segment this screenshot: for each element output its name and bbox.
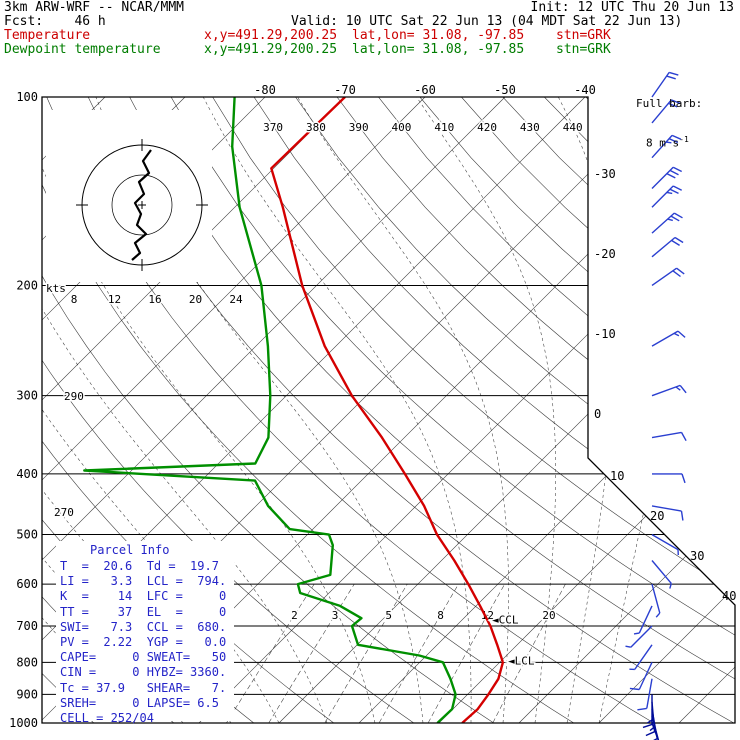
parcel-info-row: SWI= 7.3 CCL = 680. <box>60 619 227 634</box>
temperature-station: stn=GRK <box>556 28 611 43</box>
pressure-label: 100 <box>16 90 38 104</box>
dewpoint-latlon: lat,lon= 31.08, -97.85 <box>352 42 525 57</box>
init-time: Init: 12 UTC Thu 20 Jun 13 <box>530 0 735 15</box>
svg-text:2: 2 <box>291 609 298 622</box>
isotherm-label-right: 10 <box>610 469 624 483</box>
theta-label: 270 <box>54 506 74 519</box>
valid-time: Valid: 10 UTC Sat 22 Jun 13 (04 MDT Sat … <box>291 14 683 29</box>
theta-label: 440 <box>563 121 583 134</box>
pressure-label: 200 <box>16 278 38 292</box>
pressure-label: 800 <box>16 655 38 669</box>
isotherm-label-right: -10 <box>594 327 616 341</box>
isotherm-label-right: 20 <box>650 509 664 523</box>
hodograph-ring-inner <box>111 174 173 236</box>
parcel-info-row: TT = 37 EL = 0 <box>60 604 227 619</box>
temperature-xy: x,y=491.29,200.25 <box>204 28 338 43</box>
dewpoint-xy: x,y=491.29,200.25 <box>204 42 338 57</box>
parcel-info-row: LI = 3.3 LCL = 794. <box>60 574 227 589</box>
pressure-label: 900 <box>16 687 38 701</box>
pressure-label: 500 <box>16 528 38 542</box>
temperature-latlon: lat,lon= 31.08, -97.85 <box>352 28 525 43</box>
pressure-label: 300 <box>16 389 38 403</box>
parcel-info-row: SREH= 0 LAPSE= 6.5 <box>60 695 219 710</box>
isotherm-label-right: -30 <box>594 167 616 181</box>
hodograph <box>76 139 208 271</box>
parcel-cell-motion: CELL = 252/04 <box>60 711 154 726</box>
isotherm-label-top: -70 <box>334 83 356 97</box>
pressure-label: 700 <box>16 619 38 633</box>
pressure-label: 1000 <box>9 716 38 730</box>
model-title: 3km ARW-WRF -- NCAR/MMM <box>4 0 185 15</box>
svg-text:5: 5 <box>385 609 392 622</box>
theta-label: 370 <box>263 121 283 134</box>
header: 3km ARW-WRF -- NCAR/MMM Init: 12 UTC Thu… <box>0 0 740 60</box>
svg-text:20: 20 <box>542 609 555 622</box>
parcel-info-row: Tc = 37.9 SHEAR= 7. <box>60 680 227 695</box>
svg-text:8: 8 <box>437 609 444 622</box>
theta-label: 410 <box>434 121 454 134</box>
pressure-label: 400 <box>16 467 38 481</box>
dewpoint-legend-label: Dewpoint temperature <box>4 42 161 57</box>
hodograph-scale-label: 24 <box>229 293 243 306</box>
wind-barbs <box>625 71 687 740</box>
temperature-trace <box>270 97 505 723</box>
isotherm-label-top: -80 <box>254 83 276 97</box>
hodograph-scale-label: 20 <box>189 293 202 306</box>
theta-label: 430 <box>520 121 540 134</box>
parcel-info-row: PV = 2.22 YGP = 0.0 <box>60 635 227 650</box>
kts-label: kts <box>46 282 66 295</box>
parcel-info-title: Parcel Info <box>90 543 170 557</box>
lcl-marker: ◄LCL <box>508 654 535 667</box>
temperature-legend-label: Temperature <box>4 28 91 43</box>
pressure-label: 600 <box>16 577 38 591</box>
isotherm-label-top: -60 <box>414 83 436 97</box>
wind-barb-legend-value: 8 m s-1 <box>646 135 689 150</box>
isotherm-label-top: -50 <box>494 83 516 97</box>
theta-label: 290 <box>64 390 84 403</box>
dewpoint-trace <box>83 97 457 723</box>
hodograph-panel <box>46 110 212 282</box>
ccl-marker: ◄CCL <box>492 613 519 626</box>
hodograph-scale-label: 16 <box>148 293 161 306</box>
parcel-info-rows: T = 20.6 Td = 19.7 LI = 3.3 LCL = 794. K =… <box>56 559 234 711</box>
wind-barb-legend: Full barb: 8 m s-1 <box>636 74 702 162</box>
parcel-info-row: K = 14 LFC = 0 <box>60 589 227 604</box>
wind-barb-legend-title: Full barb: <box>636 97 703 110</box>
hodograph-scale-label: 12 <box>108 293 121 306</box>
hodograph-trace <box>131 149 152 261</box>
parcel-info-panel: Parcel Info T = 20.6 Td = 19.7 LI = 3.3 L… <box>56 541 234 725</box>
parcel-info-row: CAPE= 0 SWEAT= 50 <box>60 650 227 665</box>
dewpoint-station: stn=GRK <box>556 42 611 57</box>
theta-label: 420 <box>477 121 497 134</box>
wind-barb-legend-exponent: -1 <box>679 135 689 144</box>
fcst-hours: Fcst: 46 h <box>4 14 106 29</box>
theta-label: 400 <box>392 121 412 134</box>
parcel-info-row: T = 20.6 Td = 19.7 <box>60 559 219 573</box>
isotherm-label-right: 40 <box>722 589 736 603</box>
isotherm-label-top: -40 <box>574 83 596 97</box>
hodograph-scale-label: 8 <box>71 293 78 306</box>
isotherm-label-right: 0 <box>594 407 601 421</box>
theta-label: 380 <box>306 121 326 134</box>
theta-label: 390 <box>349 121 369 134</box>
svg-text:3: 3 <box>332 609 339 622</box>
plot-border <box>41 96 736 724</box>
isotherm-label-right: 30 <box>690 549 704 563</box>
isotherm-label-right: -20 <box>594 247 616 261</box>
parcel-info-row: CIN = 0 HYBZ= 3360. <box>60 665 227 680</box>
